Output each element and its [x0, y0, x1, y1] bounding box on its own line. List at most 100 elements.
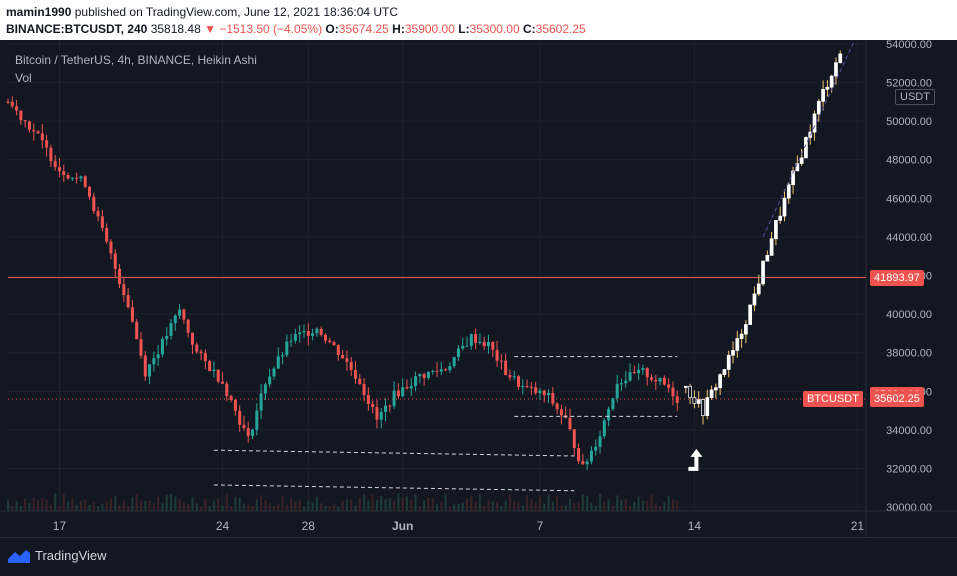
candle-body: [152, 358, 156, 365]
candle-body: [478, 341, 482, 343]
candle-body: [122, 284, 126, 296]
candle-body: [671, 387, 675, 397]
volume-bar: [487, 500, 490, 511]
candle-body: [637, 369, 641, 374]
candle-body: [341, 355, 345, 359]
volume-bar: [547, 494, 550, 511]
currency-tag[interactable]: USDT: [895, 89, 935, 105]
candle-body: [251, 429, 255, 436]
candle-body: [36, 131, 40, 134]
chart-area[interactable]: 30000.0032000.0034000.0036000.0038000.00…: [0, 40, 957, 537]
candle-body: [212, 369, 216, 372]
volume-legend: Vol: [15, 71, 32, 85]
candle-body: [135, 321, 139, 340]
published-text: published on TradingView.com, June 12, 2…: [74, 5, 399, 19]
candle-body: [208, 361, 212, 372]
candle-body: [298, 332, 302, 335]
candle-body: [57, 167, 61, 172]
volume-bar: [611, 505, 614, 511]
candle-body: [195, 344, 199, 352]
candle-body: [70, 177, 74, 179]
volume-bar: [521, 505, 524, 511]
volume-bar: [122, 500, 125, 511]
candle-body: [88, 186, 92, 197]
candle-body: [572, 429, 576, 449]
x-tick-label: Jun: [392, 519, 413, 533]
candle-body: [332, 342, 336, 346]
volume-bar: [401, 497, 404, 511]
projection-candle: [761, 260, 765, 285]
volume-bar: [457, 503, 460, 511]
volume-bar: [436, 504, 438, 511]
volume-bar: [320, 503, 323, 511]
volume-bar: [470, 495, 473, 511]
volume-bar: [345, 499, 348, 511]
projection-candle: [829, 75, 834, 88]
volume-bar: [41, 497, 44, 511]
volume-bar: [298, 500, 301, 511]
candle-body: [79, 176, 83, 179]
candle-body: [302, 331, 306, 333]
price-change: ▼ −1513.50 (−4.05%): [204, 22, 323, 36]
candle-body: [396, 390, 400, 397]
candle-body: [32, 129, 36, 132]
volume-bar: [71, 497, 74, 511]
candle-body: [221, 381, 224, 384]
volume-bar: [242, 503, 245, 511]
projection-candle: [778, 215, 783, 221]
author-name[interactable]: mamin1990: [6, 5, 72, 19]
candle-body: [542, 390, 546, 396]
volume-bar: [230, 506, 233, 511]
volume-bar: [62, 493, 65, 511]
projection-candle: [692, 397, 697, 404]
candle-body: [641, 368, 645, 370]
x-tick-label: 14: [688, 519, 702, 533]
volume-bar: [513, 501, 516, 511]
volume-bar: [530, 499, 533, 511]
projection-candle: [786, 184, 791, 199]
tradingview-logo[interactable]: TradingView: [8, 548, 107, 563]
volume-bar: [328, 505, 331, 511]
candle-body: [45, 140, 49, 148]
projection-candle: [782, 197, 787, 217]
candle-body: [319, 328, 323, 335]
candle-body: [160, 338, 164, 355]
volume-bar: [268, 503, 271, 511]
projection-candle: [735, 338, 740, 351]
candle-body: [435, 370, 439, 372]
volume-bar: [371, 494, 374, 511]
candle-body: [491, 342, 495, 350]
candle-body: [246, 428, 250, 436]
candle-body: [242, 424, 246, 429]
candle-body: [259, 393, 263, 411]
volume-bar: [414, 494, 417, 511]
volume-bar: [290, 498, 293, 511]
candle-body: [40, 133, 44, 141]
candle-body: [371, 403, 375, 408]
candle-body: [517, 376, 521, 387]
volume-bar: [594, 505, 597, 511]
volume-bar: [341, 500, 344, 511]
projection-candle: [812, 113, 817, 133]
dashed-trend-line: [213, 449, 575, 457]
x-tick-label: 17: [53, 519, 67, 533]
candle-body: [499, 360, 503, 362]
volume-bar: [135, 493, 138, 511]
volume-bar: [32, 497, 35, 511]
y-tick-label: 50000.00: [886, 116, 932, 128]
candle-body: [405, 387, 409, 389]
price-chart[interactable]: 30000.0032000.0034000.0036000.0038000.00…: [0, 40, 957, 537]
volume-bar: [491, 501, 494, 511]
candle-body: [238, 410, 242, 425]
projection-candle: [769, 238, 774, 256]
y-tick-label: 38000.00: [886, 348, 932, 360]
candle-body: [667, 384, 671, 388]
volume-bar: [79, 500, 82, 511]
symbol-price-tag: BTCUSDT: [803, 390, 863, 407]
volume-bar: [333, 504, 336, 511]
projection-candle: [722, 369, 727, 375]
candle-body: [285, 341, 289, 356]
volume-bar: [483, 505, 486, 511]
volume-bar: [397, 493, 400, 511]
projection-candle: [799, 157, 804, 164]
